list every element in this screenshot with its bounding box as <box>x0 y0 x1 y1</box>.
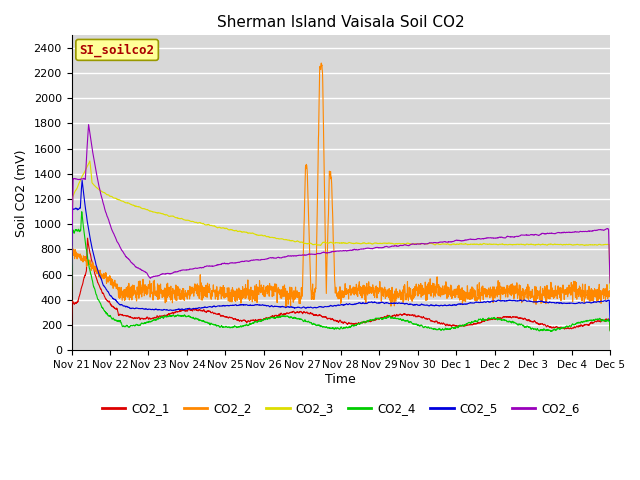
Legend: CO2_1, CO2_2, CO2_3, CO2_4, CO2_5, CO2_6: CO2_1, CO2_2, CO2_3, CO2_4, CO2_5, CO2_6 <box>97 397 584 420</box>
X-axis label: Time: Time <box>325 372 356 386</box>
Y-axis label: Soil CO2 (mV): Soil CO2 (mV) <box>15 149 28 237</box>
Title: Sherman Island Vaisala Soil CO2: Sherman Island Vaisala Soil CO2 <box>217 15 465 30</box>
Text: SI_soilco2: SI_soilco2 <box>79 43 155 57</box>
